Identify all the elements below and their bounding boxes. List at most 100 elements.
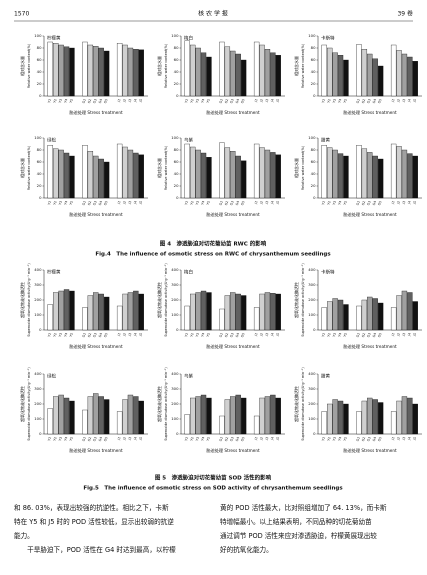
- x-label: 胁迫处理 Stress treatment: [69, 109, 123, 116]
- x-tick-label: J1: [116, 436, 121, 441]
- y-tick-label: 300: [34, 386, 42, 391]
- x-tick-label: Y2: [326, 98, 331, 103]
- volume: 39 卷: [397, 10, 413, 18]
- bar: [69, 400, 75, 435]
- bar: [63, 46, 70, 97]
- x-tick-label: J3: [264, 200, 269, 205]
- bar: [93, 393, 99, 435]
- x-tick-label: G3: [92, 200, 97, 206]
- x-tick-label: Y1: [47, 98, 52, 103]
- body-line: 黄的 POD 活性最大，比对照组增加了 64. 13%，而卡斯: [220, 503, 387, 512]
- bar: [321, 307, 327, 331]
- panel-name: 腊黄: [321, 373, 330, 380]
- x-tick-label: G1: [219, 200, 224, 206]
- x-tick-label: G3: [366, 98, 371, 104]
- bar: [332, 298, 338, 331]
- x-label: 胁迫处理 Stress treatment: [206, 343, 260, 350]
- y-label-en: Relative water content(%): [301, 43, 305, 88]
- y-label-en: Relative water content(%): [164, 145, 168, 190]
- bar: [69, 47, 75, 97]
- bar: [270, 293, 276, 331]
- bar: [356, 145, 362, 199]
- bar: [87, 151, 94, 199]
- x-tick-label: J1: [253, 200, 258, 205]
- y-tick-label: 60: [37, 159, 42, 164]
- caption-zh: 图 4 渗透胁迫对切花菊幼苗 RWC 的影响: [160, 240, 267, 248]
- y-tick-label: 20: [174, 81, 179, 86]
- y-tick-label: 20: [311, 81, 316, 86]
- y-tick-label: 400: [34, 267, 42, 272]
- bar: [332, 52, 338, 97]
- body-line: 特增幅最小。以上结果表明，不同品种的切花菊幼苗: [220, 517, 372, 526]
- x-tick-label: J4: [270, 200, 275, 205]
- x-tick-label: J5: [412, 98, 417, 103]
- bar: [361, 49, 368, 97]
- x-tick-label: Y4: [63, 98, 68, 103]
- x-tick-label: Y5: [69, 98, 74, 103]
- y-tick-label: 60: [311, 159, 316, 164]
- x-tick-label: J3: [264, 436, 269, 441]
- y-label-zh: 相对含水量: [156, 158, 162, 178]
- x-tick-label: J5: [412, 200, 417, 205]
- bar: [53, 292, 59, 331]
- x-tick-label: J5: [138, 200, 143, 205]
- x-tick-label: G5: [377, 332, 382, 338]
- x-tick-label: G5: [103, 436, 108, 442]
- x-tick-label: J2: [396, 332, 401, 337]
- bar: [224, 295, 231, 331]
- x-tick-label: G2: [87, 332, 92, 338]
- bar: [200, 152, 207, 199]
- bar: [407, 292, 413, 331]
- x-tick-label: Y4: [337, 436, 342, 441]
- x-tick-label: Y1: [321, 98, 326, 103]
- x-tick-label: J2: [396, 436, 401, 441]
- x-tick-label: Y3: [195, 436, 200, 441]
- bar: [343, 403, 349, 435]
- x-tick-label: G4: [372, 436, 377, 442]
- x-tick-label: J3: [127, 332, 132, 337]
- x-tick-label: G4: [372, 98, 377, 104]
- x-tick-label: J4: [407, 436, 412, 441]
- y-tick-label: 0: [313, 93, 316, 98]
- y-label-zh: 相对含水量: [19, 158, 25, 178]
- x-tick-label: G4: [235, 436, 240, 442]
- bar: [396, 295, 402, 331]
- x-label: 胁迫处理 Stress treatment: [69, 447, 123, 454]
- x-tick-label: Y3: [332, 98, 337, 103]
- bar: [195, 292, 201, 331]
- body-line: 特在 Y5 和 J5 时的 POD 活性较低，显示出较弱的抗逆: [14, 517, 174, 526]
- x-tick-label: G2: [87, 436, 92, 442]
- x-tick-label: Y5: [69, 200, 74, 205]
- x-tick-label: Y2: [326, 436, 331, 441]
- x-tick-label: Y2: [189, 332, 194, 337]
- x-tick-label: J5: [412, 332, 417, 337]
- bar: [63, 152, 70, 199]
- bar: [122, 293, 128, 331]
- bar: [332, 149, 338, 199]
- bar: [116, 43, 123, 97]
- y-label-zh: 相对含水量: [293, 56, 299, 76]
- y-tick-label: 100: [34, 135, 42, 140]
- x-tick-label: Y5: [343, 332, 348, 337]
- bar: [235, 394, 241, 435]
- bar: [82, 145, 88, 199]
- y-tick-label: 100: [308, 135, 316, 140]
- x-tick-label: G1: [356, 332, 361, 338]
- x-tick-label: J5: [412, 436, 417, 441]
- bar: [82, 307, 88, 331]
- bar: [224, 399, 231, 435]
- y-label-en: Relative water content(%): [164, 43, 168, 88]
- bar: [235, 293, 241, 331]
- x-tick-label: J1: [390, 200, 395, 205]
- bar: [93, 292, 99, 331]
- x-tick-label: G2: [361, 200, 366, 206]
- x-tick-label: G3: [229, 436, 234, 442]
- bar: [396, 146, 402, 199]
- x-tick-label: J3: [401, 436, 406, 441]
- x-tick-label: J2: [122, 332, 127, 337]
- bar: [367, 152, 373, 199]
- bar: [356, 305, 362, 331]
- x-tick-label: Y3: [58, 98, 63, 103]
- x-tick-label: Y5: [343, 98, 348, 103]
- x-tick-label: J4: [133, 98, 138, 103]
